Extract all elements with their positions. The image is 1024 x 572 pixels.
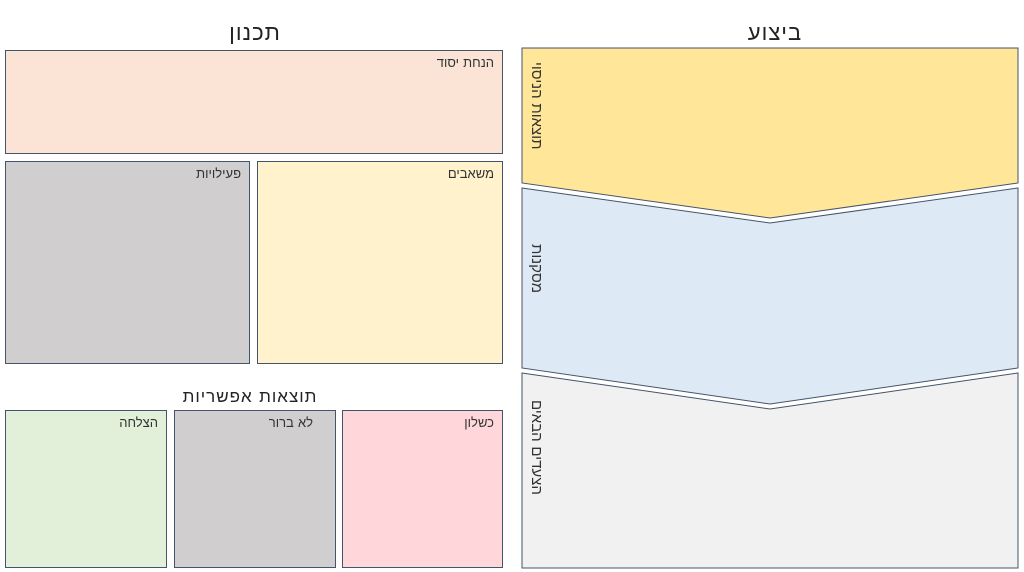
unclear-label: לא ברור (268, 416, 313, 431)
execution-title: ביצוע (747, 21, 803, 46)
unclear-box: לא ברור (174, 410, 336, 568)
next-steps-box (521, 372, 1019, 569)
assumption-label: הנחת יסוד (436, 56, 494, 71)
activities-label: פעילויות (196, 167, 241, 182)
outcomes-title: תוצאות אפשריות (182, 387, 318, 407)
failure-box: כשלון (342, 410, 503, 568)
conclusions-label: מסקנות (528, 244, 546, 294)
success-label: הצלחה (119, 416, 158, 431)
success-box: הצלחה (5, 410, 167, 568)
resources-label: משאבים (447, 167, 494, 182)
resources-box: משאבים (257, 161, 503, 364)
failure-label: כשלון (464, 416, 494, 431)
planning-title: תכנון (229, 21, 281, 46)
conclusions-chevron (521, 187, 1019, 405)
assumption-box: הנחת יסוד (5, 50, 503, 154)
results-label: תוצאות הניסוי (528, 62, 546, 150)
next-steps-label: הצעדים הבאים (528, 400, 546, 495)
activities-box: פעילויות (5, 161, 250, 364)
results-chevron (521, 47, 1019, 219)
